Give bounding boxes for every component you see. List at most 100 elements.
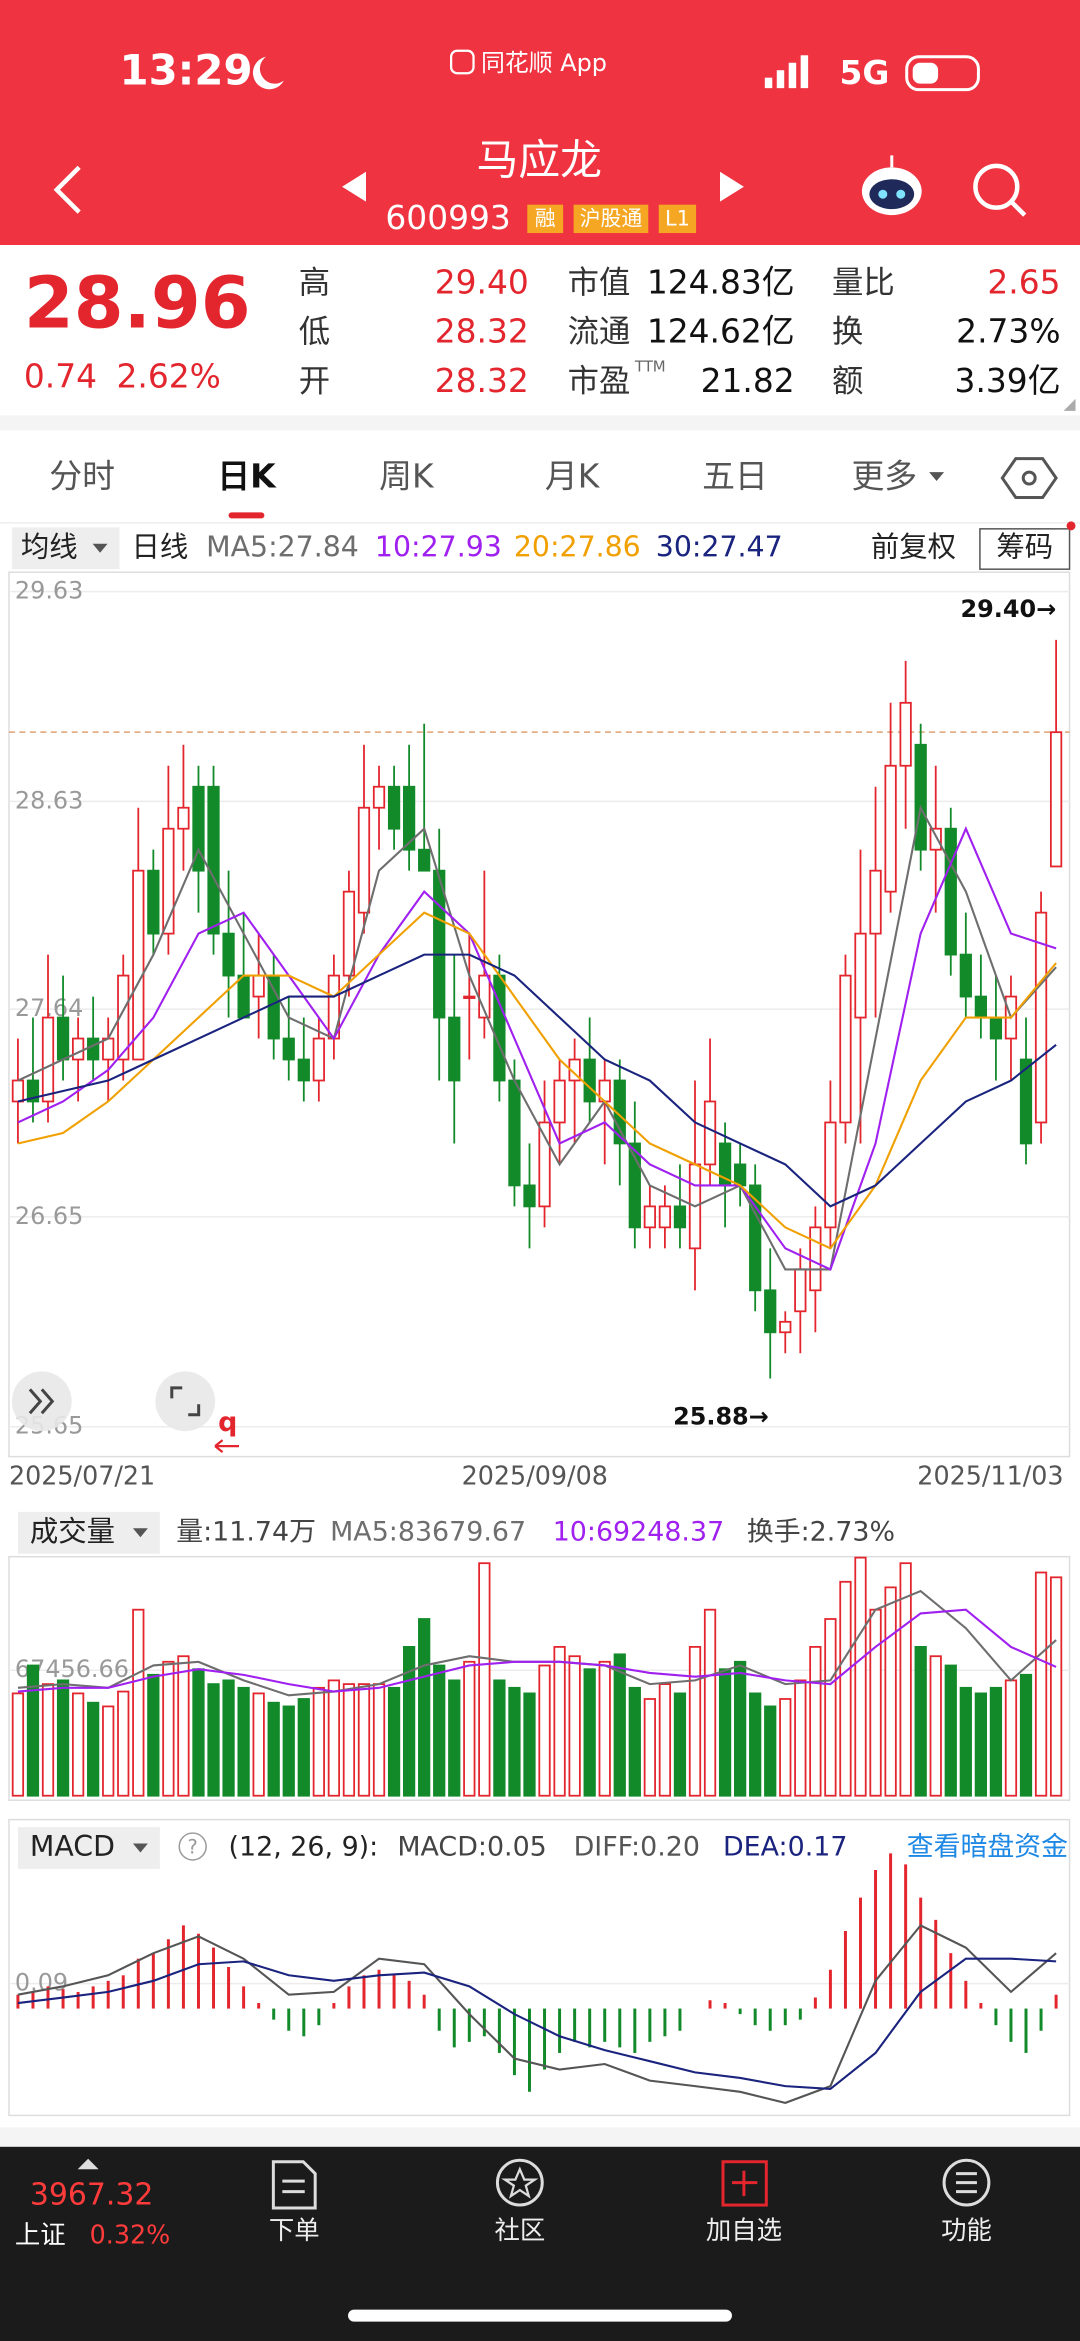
macd-select[interactable]: [17, 1827, 160, 1869]
volume-bar: [177, 1655, 190, 1797]
candle-body: [884, 764, 897, 893]
buttons: 下单 社区 加自选 功能: [269, 2215, 992, 2245]
volume-bar: [884, 1586, 897, 1797]
help-mark: ?: [188, 1836, 198, 1859]
volume-bar: [899, 1562, 912, 1797]
candle-body: [914, 743, 927, 851]
tab[interactable]: 日K: [217, 457, 277, 496]
stat-value: 28.32: [435, 312, 529, 351]
x-tick-label: 2025/09/08: [462, 1461, 608, 1491]
red-dot: [1066, 521, 1076, 531]
candle-body: [929, 827, 942, 851]
help-icon[interactable]: [178, 1832, 207, 1861]
volume-bar: [598, 1660, 611, 1797]
stat-value: 124.62亿: [647, 312, 795, 351]
nav-button[interactable]: 下单: [269, 2215, 320, 2245]
candle-body: [282, 1037, 295, 1061]
candle-body: [237, 974, 250, 1019]
tag: L1: [665, 207, 690, 231]
volume-bar: [327, 1679, 341, 1797]
tab[interactable]: 五日: [702, 457, 768, 496]
search-button[interactable]: [973, 163, 1027, 217]
candle-body: [102, 1037, 115, 1061]
candle-body: [764, 1289, 777, 1334]
adjust[interactable]: 前复权: [871, 530, 956, 563]
index-value[interactable]: 3967.32: [30, 2178, 153, 2213]
community-icon: [495, 2158, 544, 2207]
divider: [0, 415, 1080, 431]
stat-label: 高: [299, 265, 330, 301]
volume-bar: [749, 1692, 762, 1797]
legend-entry: DIFF:0.20: [574, 1831, 700, 1862]
volume-bar: [869, 1608, 882, 1797]
fullscreen-button[interactable]: [155, 1371, 216, 1432]
stat-label: 流通: [568, 314, 631, 350]
dark-pool-link[interactable]: 查看暗盘资金: [907, 1831, 1068, 1862]
volume-bar: [1034, 1571, 1048, 1797]
dropdown-arrow: [92, 543, 108, 553]
candle-body: [1034, 911, 1048, 1124]
dropdown-arrow: [132, 1528, 148, 1538]
tab[interactable]: 更多: [851, 457, 917, 496]
macd-label: MACD: [30, 1830, 115, 1863]
tab[interactable]: 分时: [49, 457, 115, 496]
x-tick-label: 2025/11/03: [917, 1461, 1063, 1491]
volume-legend: MA5:83679.67 10:69248.37: [330, 1516, 724, 1547]
tag-bg: [527, 204, 564, 234]
candle-body: [71, 1037, 85, 1061]
chips-button[interactable]: [979, 528, 1071, 570]
price: 28.96: [24, 260, 251, 344]
prev-stock[interactable]: [342, 171, 366, 202]
stat-value: 29.40: [435, 262, 529, 301]
candle-body: [387, 785, 401, 830]
volume-bar: [734, 1660, 747, 1797]
volume-info: 量:11.74万: [176, 1516, 316, 1547]
tab[interactable]: 月K: [545, 457, 601, 496]
candle-body: [1049, 731, 1063, 868]
volume-bar: [658, 1683, 672, 1797]
legend-entry: MA5:83679.67: [330, 1516, 526, 1547]
candle-body: [944, 827, 957, 956]
volume-bar: [824, 1618, 837, 1797]
volume-bar: [418, 1618, 431, 1797]
next-stock[interactable]: [720, 171, 744, 202]
candle-body: [433, 869, 446, 1019]
battery: [905, 55, 980, 92]
back-button[interactable]: [53, 165, 81, 214]
tab[interactable]: 周K: [379, 457, 435, 496]
candle-body: [342, 890, 356, 977]
candle-body: [824, 1121, 837, 1229]
tag-bg: [573, 204, 649, 234]
stat-label: 额: [832, 363, 863, 399]
tag: 融: [535, 207, 556, 231]
nav-button[interactable]: 加自选: [706, 2215, 782, 2245]
nav-button[interactable]: 功能: [941, 2215, 992, 2245]
candle-body: [523, 1184, 536, 1208]
candle-body: [147, 869, 160, 935]
settings-button[interactable]: [1000, 457, 1058, 499]
macd-chart: 0.09: [8, 1853, 1070, 2104]
legend-entry: 10:27.93: [375, 530, 502, 563]
candle-body: [56, 1016, 70, 1061]
candle-body: [508, 1079, 521, 1187]
candle-body: [493, 974, 506, 1082]
stat-label: 换: [832, 314, 863, 350]
volume-bar: [222, 1679, 235, 1797]
volume-bar: [387, 1686, 401, 1797]
robot-icon[interactable]: [861, 155, 922, 216]
volume-bar: [839, 1580, 852, 1797]
expand-button[interactable]: [11, 1371, 72, 1432]
expand-corner: [1063, 398, 1076, 411]
candle-body: [959, 953, 972, 998]
change-pct: 2.62%: [117, 356, 221, 395]
volume-bar: [718, 1668, 732, 1797]
nav-button[interactable]: 社区: [494, 2215, 545, 2245]
volume-bar: [478, 1562, 491, 1797]
candle-body: [267, 974, 280, 1040]
candle-body: [192, 785, 205, 872]
candle-body: [252, 974, 265, 998]
network: 5G: [840, 53, 890, 92]
volume-chart: 67456.66: [8, 1556, 1070, 1797]
volume-select[interactable]: [17, 1511, 160, 1554]
